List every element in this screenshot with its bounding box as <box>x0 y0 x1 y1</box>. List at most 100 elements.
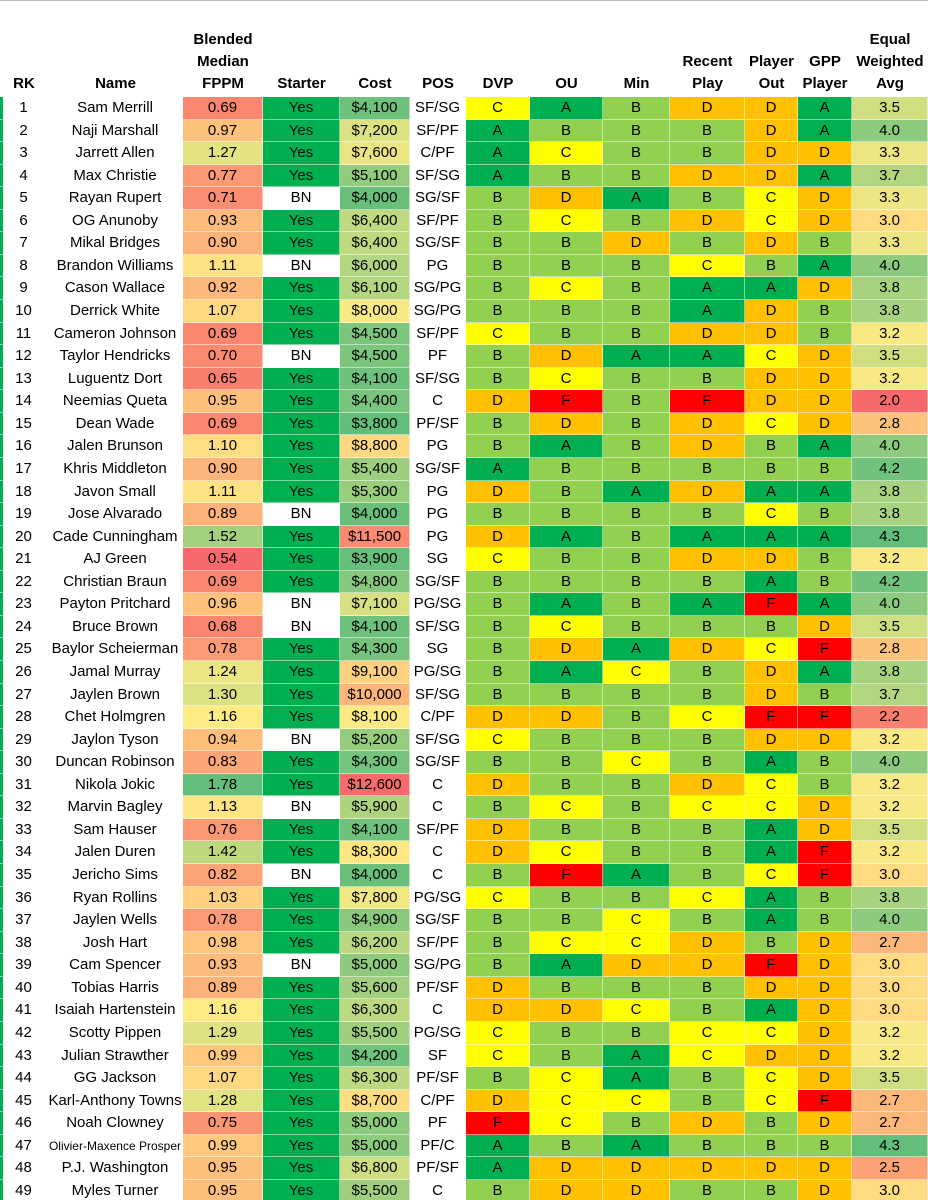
position: SG/SF <box>410 570 466 594</box>
weighted-avg: 3.2 <box>852 548 928 571</box>
ou: D <box>530 187 603 210</box>
fppm: 0.69 <box>183 322 263 346</box>
position: PG/SG <box>410 1021 466 1045</box>
minutes: B <box>603 570 670 594</box>
starter: Yes <box>263 1089 340 1113</box>
minutes: B <box>603 1021 670 1045</box>
recent-play: D <box>670 97 745 120</box>
position: PG <box>410 435 466 458</box>
fppm: 0.99 <box>183 1134 263 1158</box>
weighted-avg: 3.8 <box>852 277 928 301</box>
ou: D <box>530 1179 603 1200</box>
player-name: Brandon Williams <box>48 254 183 278</box>
fppm: 0.93 <box>183 209 263 233</box>
position: PF/SF <box>410 412 466 436</box>
cost: $3,900 <box>340 548 410 571</box>
weighted-avg: 3.5 <box>852 615 928 639</box>
fppm: 0.77 <box>183 164 263 188</box>
ou: B <box>530 1134 603 1158</box>
weighted-avg: 3.8 <box>852 886 928 910</box>
minutes: B <box>603 322 670 346</box>
player-out: B <box>745 615 798 639</box>
fppm: 1.78 <box>183 773 263 797</box>
recent-play: C <box>670 1044 745 1068</box>
header-line: Median <box>197 53 249 70</box>
ou: F <box>530 390 603 413</box>
player-out: C <box>745 796 798 819</box>
player-name: Taylor Hendricks <box>48 345 183 368</box>
position: SF/SG <box>410 728 466 752</box>
cost: $4,300 <box>340 638 410 661</box>
ou: A <box>530 525 603 549</box>
player-out: D <box>745 300 798 323</box>
player-name: Jaylon Tyson <box>48 728 183 752</box>
recent-play: B <box>670 909 745 932</box>
weighted-avg: 3.2 <box>852 773 928 797</box>
cost: $4,800 <box>340 570 410 594</box>
starter: Yes <box>263 1067 340 1090</box>
minutes: B <box>603 841 670 865</box>
ou: B <box>530 886 603 910</box>
column-header: Min <box>603 0 670 97</box>
cost: $12,600 <box>340 773 410 797</box>
starter: Yes <box>263 390 340 413</box>
position: PG <box>410 480 466 504</box>
starter: Yes <box>263 1179 340 1200</box>
dvp: B <box>466 300 530 323</box>
minutes: B <box>603 209 670 233</box>
position: PF <box>410 1112 466 1135</box>
rank: 44 <box>0 1067 48 1090</box>
player-name: Cade Cunningham <box>48 525 183 549</box>
dvp: D <box>466 480 530 504</box>
recent-play: A <box>670 345 745 368</box>
recent-play: B <box>670 661 745 684</box>
starter: Yes <box>263 638 340 661</box>
player-out: D <box>745 548 798 571</box>
player-out: B <box>745 1112 798 1135</box>
position: PG <box>410 503 466 526</box>
weighted-avg: 3.2 <box>852 1044 928 1068</box>
gpp-player: D <box>798 931 852 955</box>
starter: Yes <box>263 570 340 594</box>
starter: Yes <box>263 999 340 1022</box>
cost: $8,100 <box>340 706 410 729</box>
rank: 9 <box>0 277 48 301</box>
player-out: C <box>745 503 798 526</box>
ou: B <box>530 548 603 571</box>
dvp: D <box>466 773 530 797</box>
ou: B <box>530 300 603 323</box>
ou: D <box>530 999 603 1022</box>
player-name: Scotty Pippen <box>48 1021 183 1045</box>
starter: Yes <box>263 277 340 301</box>
dvp: B <box>466 796 530 819</box>
player-out: D <box>745 1044 798 1068</box>
recent-play: D <box>670 480 745 504</box>
fppm: 1.11 <box>183 254 263 278</box>
cost: $6,300 <box>340 1067 410 1090</box>
header-line: Name <box>95 75 136 92</box>
recent-play: C <box>670 706 745 729</box>
gpp-player: A <box>798 254 852 278</box>
dvp: D <box>466 390 530 413</box>
cost: $7,100 <box>340 593 410 616</box>
minutes: A <box>603 638 670 661</box>
player-out: D <box>745 119 798 143</box>
minutes: D <box>603 1157 670 1180</box>
player-out: C <box>745 1089 798 1113</box>
position: PF/SF <box>410 1157 466 1180</box>
fppm: 0.70 <box>183 345 263 368</box>
fppm: 0.96 <box>183 593 263 616</box>
position: C <box>410 773 466 797</box>
fppm: 1.28 <box>183 1089 263 1113</box>
rank: 11 <box>0 322 48 346</box>
player-name: Bruce Brown <box>48 615 183 639</box>
player-out: F <box>745 954 798 977</box>
rank: 32 <box>0 796 48 819</box>
recent-play: B <box>670 615 745 639</box>
starter: Yes <box>263 683 340 707</box>
starter: Yes <box>263 886 340 910</box>
minutes: A <box>603 864 670 887</box>
minutes: B <box>603 773 670 797</box>
minutes: B <box>603 503 670 526</box>
dvp: B <box>466 751 530 774</box>
